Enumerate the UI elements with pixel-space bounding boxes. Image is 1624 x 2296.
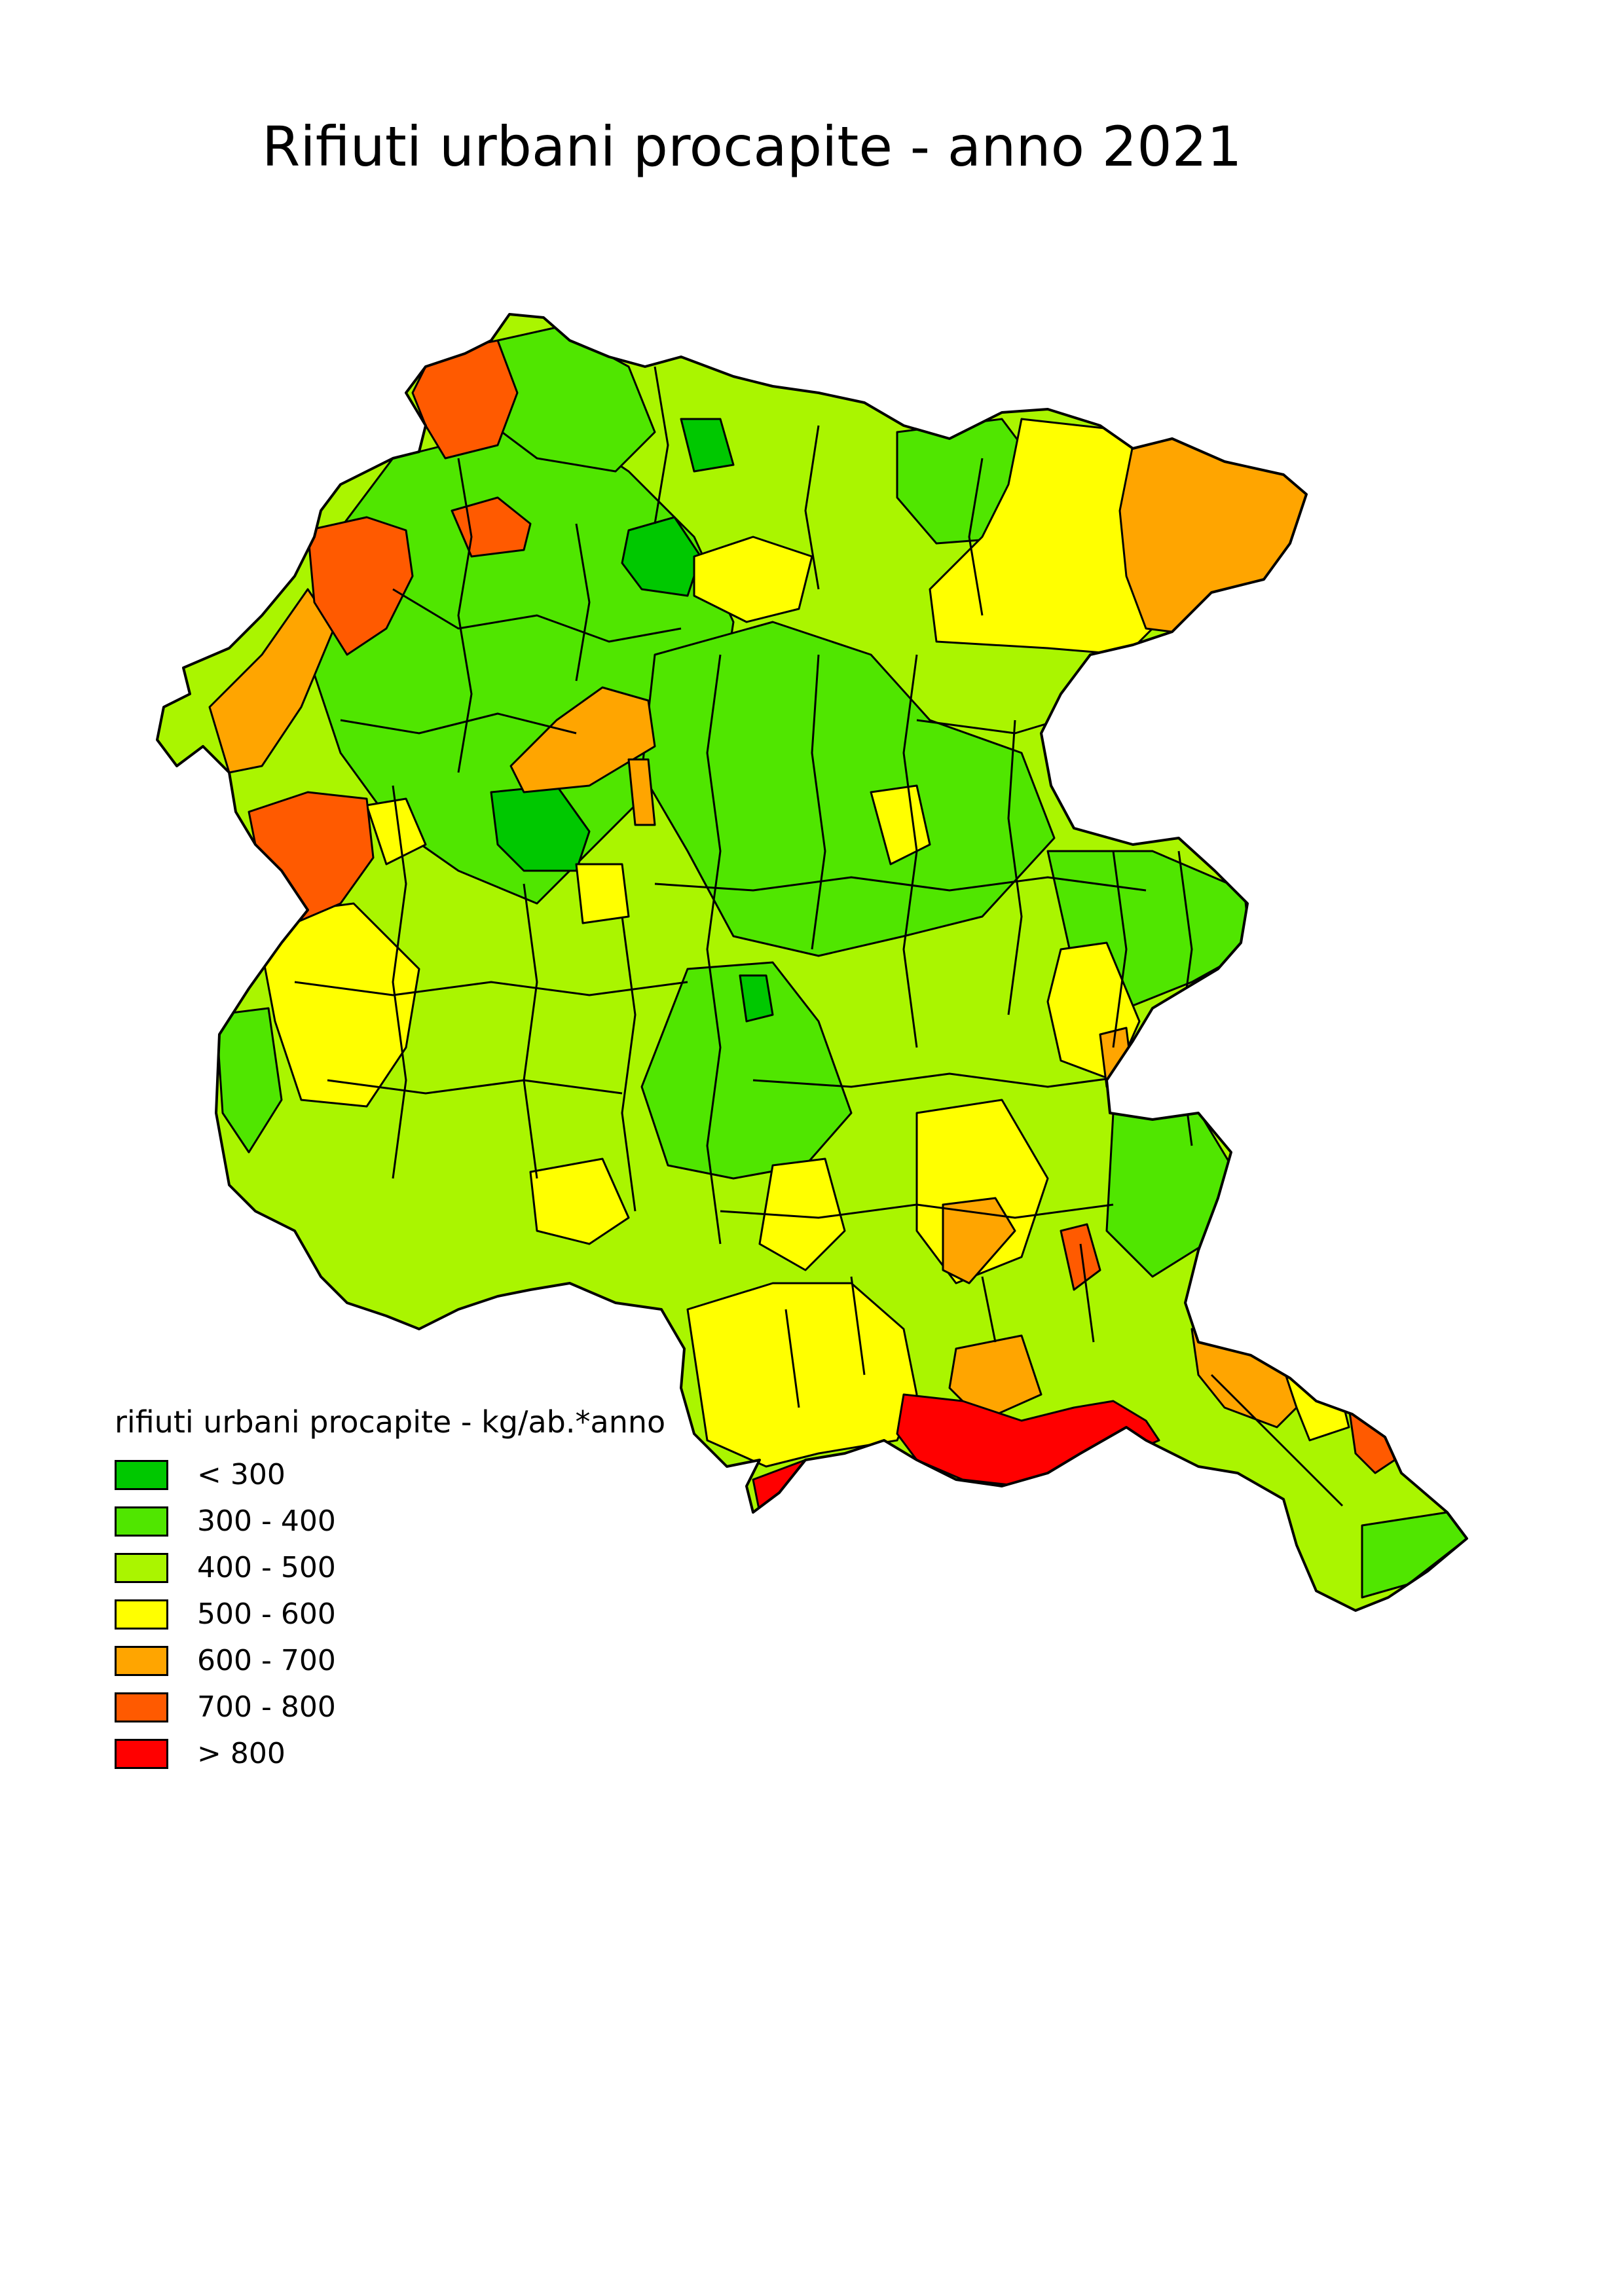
municipality-zone-west <box>215 1007 283 1154</box>
legend-item: 700 - 800 <box>115 1684 665 1730</box>
region-outline <box>156 313 1468 1612</box>
municipality-yellow-south <box>686 1282 918 1468</box>
municipality-yellow-west <box>254 902 420 1108</box>
legend-swatch <box>115 1459 168 1490</box>
municipality-yellow-north <box>693 536 813 623</box>
municipality-orange-southeast <box>942 1197 1016 1285</box>
legend-label: 400 - 500 <box>197 1551 336 1584</box>
municipality-low-4 <box>739 974 774 1023</box>
municipality-orange-south <box>948 1334 1043 1422</box>
municipality-yellow-small-1 <box>365 797 427 866</box>
legend-swatch <box>115 1599 168 1630</box>
municipality-red-orange-northwest <box>306 516 414 656</box>
municipality-orange-small-1 <box>627 758 656 826</box>
legend-label: < 300 <box>197 1458 286 1491</box>
legend-swatch <box>115 1738 168 1769</box>
municipality-zone-central <box>640 621 1056 957</box>
municipality-low-1 <box>621 516 702 597</box>
legend-item: 400 - 500 <box>115 1544 665 1591</box>
municipality-orange-northeast <box>1118 434 1308 633</box>
municipality-zone-grado <box>1361 1511 1467 1599</box>
municipality-zone-southeast <box>1105 1099 1232 1278</box>
legend-label: > 800 <box>197 1737 286 1770</box>
municipality-red-orange-east <box>1060 1223 1101 1291</box>
legend-title: rifiuti urbani procapite - kg/ab.*anno <box>115 1404 666 1440</box>
legend-item: < 300 <box>115 1451 665 1498</box>
municipality-yellow-midwest <box>529 1157 630 1245</box>
legend-swatch <box>115 1552 168 1583</box>
municipality-low-2 <box>680 418 735 473</box>
map-legend: rifiuti urbani procapite - kg/ab.*anno <… <box>115 1404 665 1777</box>
legend-label: 700 - 800 <box>197 1690 336 1724</box>
legend-label: 600 - 700 <box>197 1644 336 1677</box>
legend-label: 500 - 600 <box>197 1597 336 1631</box>
legend-item: 300 - 400 <box>115 1498 665 1544</box>
municipality-orange-northwest <box>208 588 335 774</box>
legend-item: 500 - 600 <box>115 1591 665 1637</box>
legend-swatch <box>115 1506 168 1537</box>
municipality-yellow-southcentral <box>758 1157 846 1271</box>
legend-item: 600 - 700 <box>115 1637 665 1684</box>
legend-label: 300 - 400 <box>197 1504 336 1538</box>
municipality-orange-small-2 <box>1099 1027 1134 1088</box>
legend-swatch <box>115 1692 168 1722</box>
municipality-orange-central <box>509 686 656 793</box>
municipality-yellow-small-3 <box>575 863 630 924</box>
municipality-red-orange-north <box>411 339 519 460</box>
legend-swatch <box>115 1645 168 1676</box>
map-title: Rifiuti urbani procapite - anno 2021 <box>262 115 1242 179</box>
legend-item: > 800 <box>115 1730 665 1777</box>
